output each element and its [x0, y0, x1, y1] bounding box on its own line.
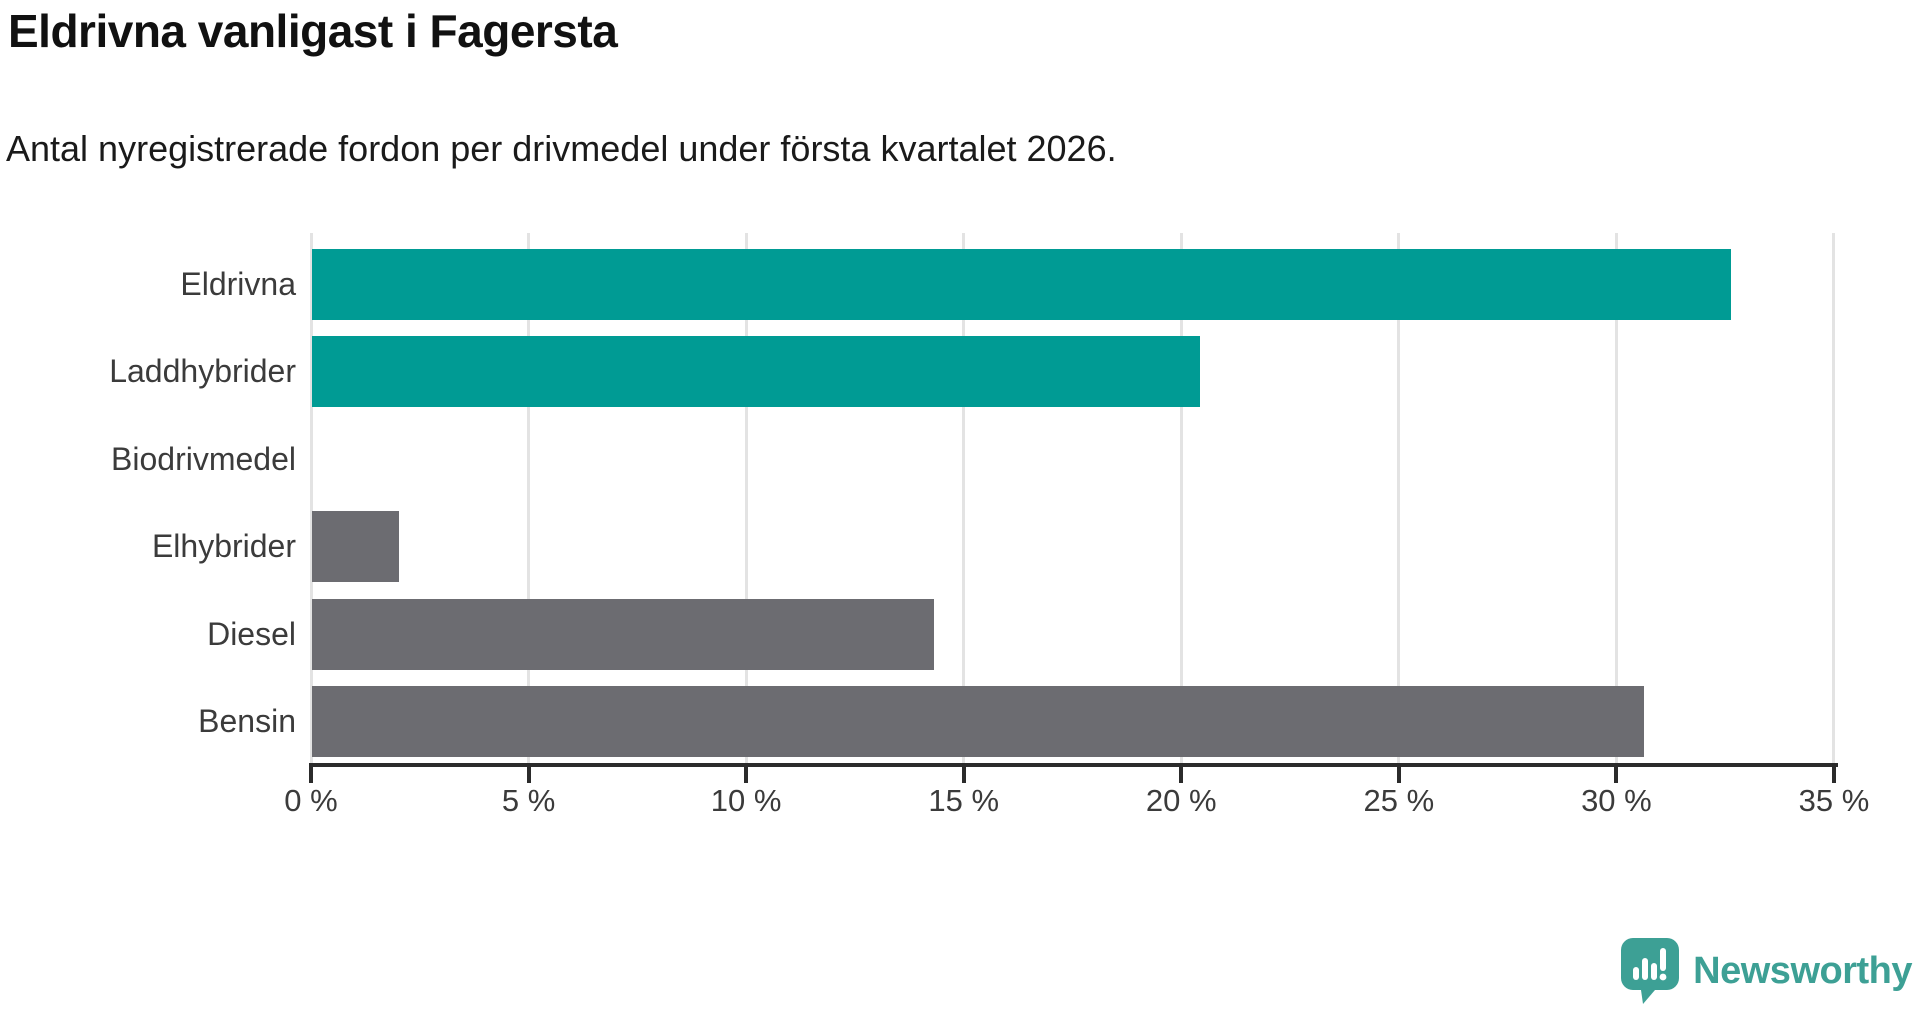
bar-chart: Eldrivna Laddhybrider Biodrivmedel Elhybrid… [109, 233, 1870, 818]
x-tick-label-15: 15 % [928, 783, 1000, 818]
chart-subtitle: Antal nyregistrerade fordon per drivmede… [6, 128, 1117, 169]
category-label-laddhybrider: Laddhybrider [109, 353, 296, 390]
x-tick-label-10: 10 % [710, 783, 782, 818]
x-tick-label-0: 0 % [284, 783, 338, 818]
category-label-elhybrider: Elhybrider [151, 528, 296, 565]
newsworthy-logo-text: Newsworthy [1693, 949, 1912, 992]
gridline-25 [1397, 233, 1401, 763]
category-label-bensin: Bensin [198, 703, 296, 739]
x-tick-label-20: 20 % [1145, 783, 1217, 818]
x-tick-10 [744, 763, 749, 783]
gridline-20 [1179, 233, 1183, 763]
gridline-35 [1832, 233, 1836, 763]
bar-bensin [312, 686, 1644, 757]
x-tick-15 [961, 763, 966, 783]
gridline-30 [1614, 233, 1618, 763]
x-tick-0 [309, 763, 313, 783]
category-label-diesel: Diesel [207, 615, 296, 652]
gridline-15 [962, 233, 966, 763]
x-tick-label-25: 25 % [1363, 783, 1435, 818]
x-tick-label-35: 35 % [1798, 783, 1870, 818]
gridline-5 [527, 233, 531, 763]
x-tick-label-30: 30 % [1581, 783, 1652, 818]
bar-eldrivna [312, 249, 1731, 320]
bar-diesel [312, 598, 935, 670]
x-tick-30 [1614, 763, 1619, 783]
gridline-0 [309, 233, 313, 763]
newsworthy-logo: Newsworthy [1621, 938, 1912, 1004]
chart-title: Eldrivna vanligast i Fagersta [8, 5, 618, 57]
bar-laddhybrider [312, 336, 1200, 408]
category-label-biodrivmedel: Biodrivmedel [111, 440, 296, 477]
x-tick-5 [526, 763, 531, 783]
gridline-10 [744, 233, 748, 763]
x-tick-25 [1396, 763, 1401, 783]
speech-bubble-barchart-icon [1621, 938, 1680, 1004]
x-tick-35 [1831, 763, 1836, 783]
x-axis-line [309, 763, 1838, 767]
x-tick-label-5: 5 % [501, 783, 556, 818]
x-tick-20 [1179, 763, 1184, 783]
category-label-eldrivna: Eldrivna [180, 266, 296, 302]
bar-elhybrider [312, 511, 400, 583]
